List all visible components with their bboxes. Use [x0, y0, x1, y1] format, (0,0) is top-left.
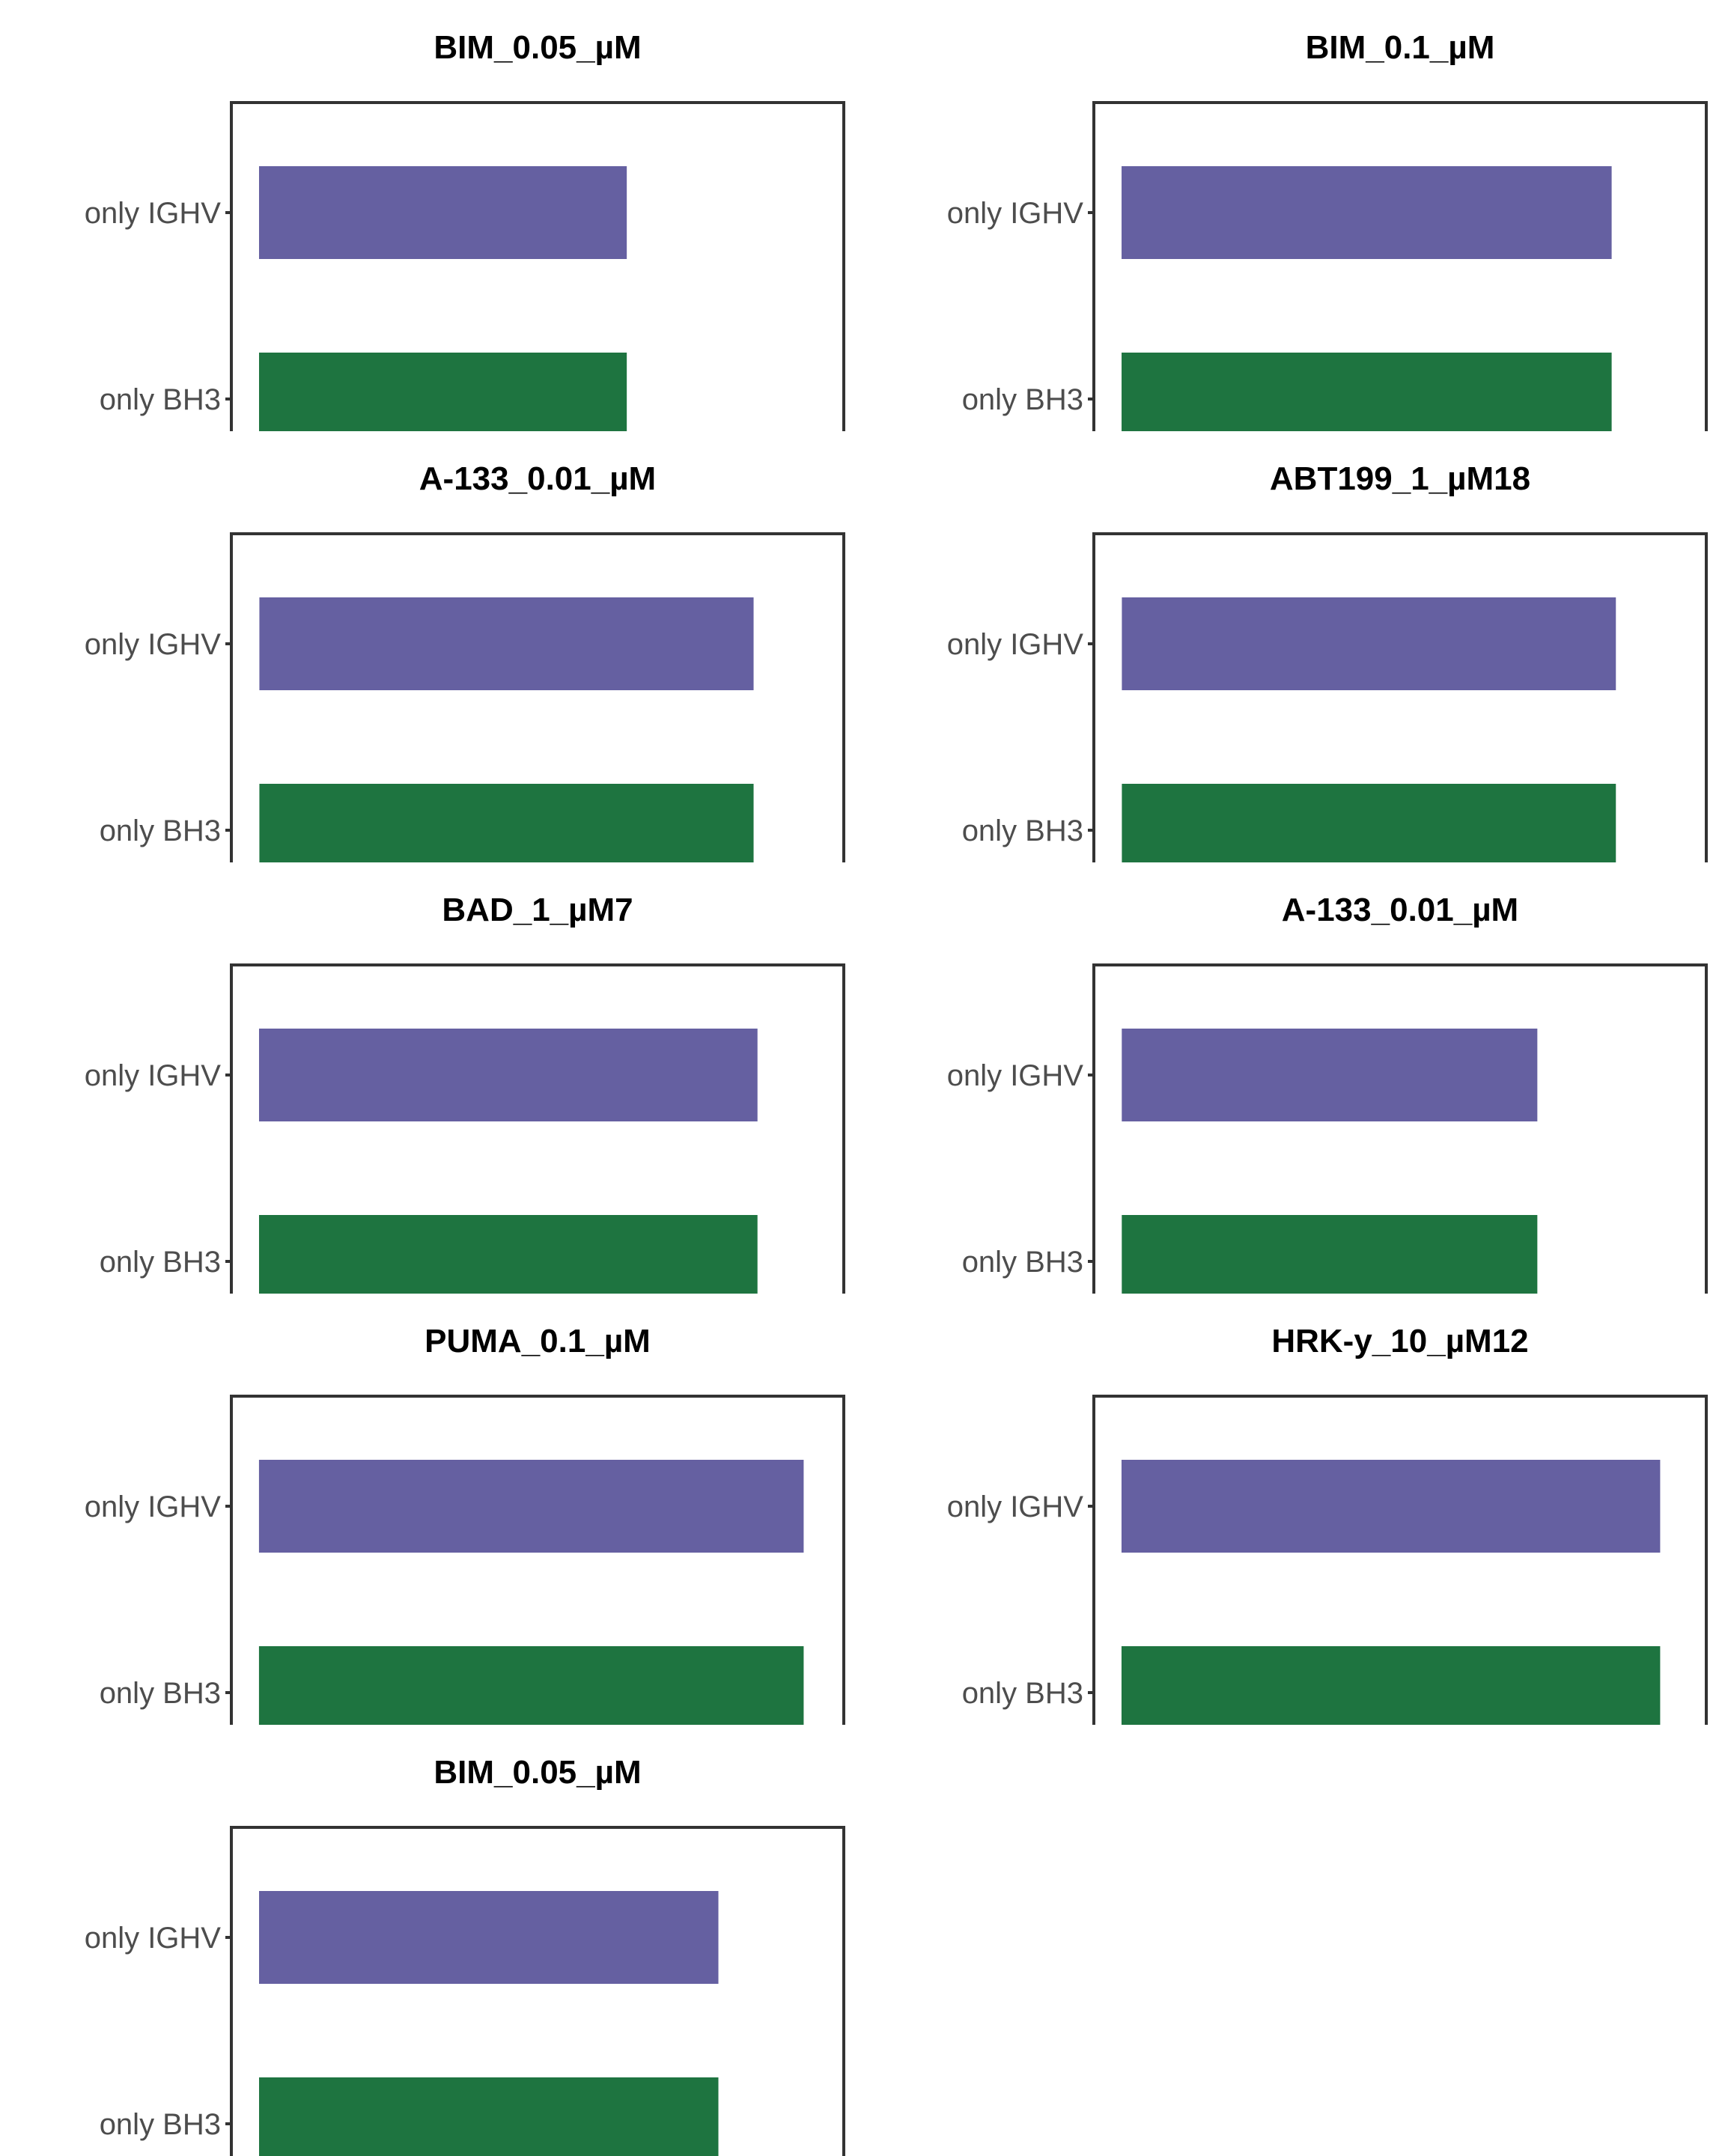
bar — [1122, 784, 1616, 862]
y-tick-label: only BH3 — [100, 1246, 221, 1279]
bar — [258, 353, 627, 431]
y-tick-label: only IGHV — [947, 628, 1084, 661]
y-tick-label: only IGHV — [85, 628, 222, 661]
chart-title: BIM_0.05_µM — [433, 29, 641, 66]
chart-title: PUMA_0.1_µM — [425, 1323, 651, 1359]
y-tick-label: only IGHV — [947, 1059, 1084, 1092]
bar — [258, 166, 627, 259]
y-tick-label: only IGHV — [85, 1922, 222, 1955]
bar — [259, 784, 754, 862]
bar — [1122, 166, 1612, 259]
y-tick-label: only BH3 — [962, 1246, 1083, 1279]
y-tick-label: only BH3 — [962, 814, 1083, 847]
bar — [259, 597, 754, 690]
y-tick-label: only IGHV — [85, 1059, 222, 1092]
y-tick-label: only BH3 — [100, 814, 221, 847]
chart-title: HRK-y_10_µM12 — [1271, 1323, 1528, 1359]
bar — [1122, 1215, 1538, 1294]
bar — [258, 1646, 804, 1725]
bar — [1121, 1646, 1661, 1725]
chart-title: A-133_0.01_µM — [1282, 892, 1518, 928]
y-tick-label: only BH3 — [100, 2108, 221, 2141]
y-tick-label: only IGHV — [947, 197, 1084, 230]
chart-title: ABT199_1_µM18 — [1270, 460, 1530, 497]
bar — [259, 2077, 719, 2156]
y-tick-label: only IGHV — [85, 197, 222, 230]
bar — [1122, 353, 1612, 431]
bar — [1122, 1029, 1538, 1121]
y-tick-label: only IGHV — [85, 1490, 222, 1523]
chart-title: A-133_0.01_µM — [419, 460, 656, 497]
y-tick-label: only IGHV — [947, 1490, 1084, 1523]
y-tick-label: only BH3 — [100, 383, 221, 416]
bar — [1122, 597, 1616, 690]
chart-title: BIM_0.05_µM — [433, 1754, 641, 1791]
y-tick-label: only BH3 — [962, 383, 1083, 416]
y-tick-label: only BH3 — [962, 1677, 1083, 1710]
bar — [258, 1215, 758, 1294]
bar — [259, 1891, 719, 1984]
bar — [258, 1460, 804, 1553]
chart-title: BAD_1_µM7 — [442, 892, 633, 928]
bar — [1121, 1460, 1661, 1553]
chart-title: BIM_0.1_µM — [1306, 29, 1495, 66]
y-tick-label: only BH3 — [100, 1677, 221, 1710]
bar — [258, 1029, 758, 1121]
